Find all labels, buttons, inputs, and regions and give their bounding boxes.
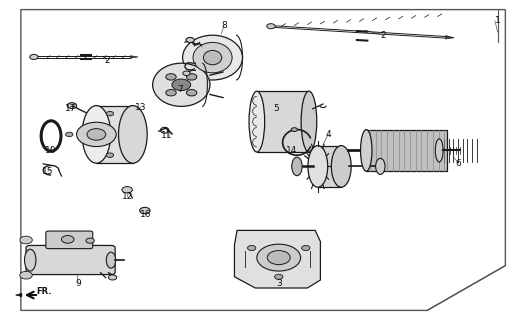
- Circle shape: [20, 271, 32, 279]
- Circle shape: [122, 187, 132, 193]
- Ellipse shape: [435, 139, 443, 162]
- Ellipse shape: [24, 249, 36, 271]
- Ellipse shape: [118, 106, 147, 163]
- Circle shape: [275, 274, 283, 279]
- Text: 15: 15: [42, 167, 54, 176]
- Circle shape: [166, 90, 176, 96]
- FancyBboxPatch shape: [96, 106, 133, 163]
- Text: 9: 9: [75, 279, 81, 288]
- Text: 4: 4: [326, 130, 331, 139]
- Circle shape: [267, 24, 275, 29]
- Circle shape: [86, 238, 94, 243]
- Ellipse shape: [249, 91, 265, 152]
- Text: 16: 16: [140, 210, 152, 219]
- Ellipse shape: [361, 130, 372, 171]
- Circle shape: [108, 275, 117, 280]
- Circle shape: [106, 153, 114, 157]
- FancyBboxPatch shape: [46, 231, 93, 249]
- FancyBboxPatch shape: [257, 91, 309, 152]
- Text: 11: 11: [161, 132, 172, 140]
- Text: 5: 5: [273, 104, 279, 113]
- Circle shape: [30, 54, 38, 60]
- Circle shape: [166, 74, 176, 80]
- Text: 7: 7: [177, 85, 183, 94]
- Ellipse shape: [308, 146, 328, 187]
- Ellipse shape: [193, 43, 232, 73]
- Text: FR.: FR.: [36, 287, 52, 296]
- Polygon shape: [16, 293, 22, 297]
- Circle shape: [61, 236, 74, 243]
- Text: 6: 6: [455, 159, 462, 168]
- Circle shape: [186, 37, 194, 43]
- Circle shape: [66, 132, 73, 137]
- Text: 17: 17: [65, 104, 76, 113]
- Ellipse shape: [182, 35, 242, 80]
- Ellipse shape: [106, 252, 116, 268]
- Text: 1: 1: [494, 16, 501, 25]
- Circle shape: [187, 90, 197, 96]
- Ellipse shape: [82, 106, 110, 163]
- Ellipse shape: [376, 158, 385, 174]
- Circle shape: [67, 103, 77, 108]
- Ellipse shape: [301, 91, 317, 152]
- Text: 12: 12: [122, 192, 133, 201]
- Circle shape: [87, 129, 106, 140]
- Circle shape: [291, 128, 297, 132]
- Ellipse shape: [153, 63, 210, 106]
- Circle shape: [183, 71, 190, 76]
- Ellipse shape: [331, 146, 351, 187]
- Polygon shape: [445, 36, 454, 39]
- Text: 2: 2: [380, 31, 386, 40]
- Ellipse shape: [203, 51, 222, 65]
- Circle shape: [267, 251, 290, 265]
- Polygon shape: [130, 56, 138, 58]
- Text: 10: 10: [45, 146, 57, 155]
- Circle shape: [257, 244, 301, 271]
- Circle shape: [247, 245, 256, 251]
- FancyBboxPatch shape: [366, 130, 447, 171]
- Circle shape: [77, 122, 116, 147]
- FancyBboxPatch shape: [26, 245, 115, 275]
- Text: 3: 3: [276, 279, 282, 288]
- Circle shape: [20, 236, 32, 244]
- Circle shape: [172, 79, 191, 91]
- Text: 14: 14: [286, 146, 297, 155]
- Circle shape: [302, 245, 310, 251]
- Circle shape: [187, 74, 197, 80]
- Circle shape: [106, 111, 114, 116]
- Text: 8: 8: [221, 21, 227, 30]
- Text: 13: 13: [135, 103, 146, 112]
- Polygon shape: [234, 230, 320, 288]
- Circle shape: [140, 207, 150, 214]
- Text: 2: 2: [104, 56, 109, 65]
- Ellipse shape: [292, 157, 302, 176]
- FancyBboxPatch shape: [318, 146, 341, 187]
